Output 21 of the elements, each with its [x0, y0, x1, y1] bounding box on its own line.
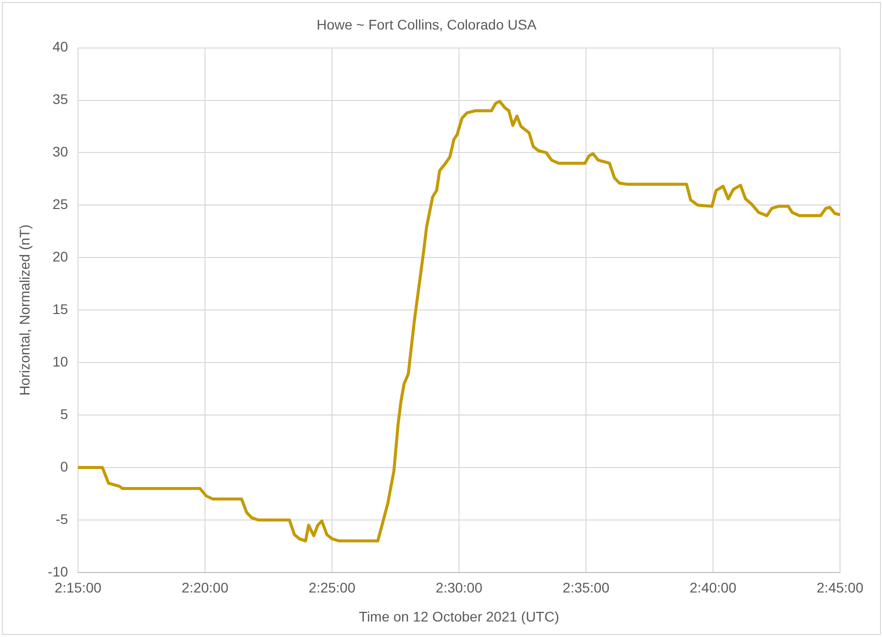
y-tick-label: 35 [52, 91, 68, 108]
x-tick-label: 2:30:00 [436, 580, 483, 596]
y-tick-label: 20 [52, 248, 68, 264]
chart-title: Howe ~ Fort Collins, Colorado USA [316, 16, 538, 32]
x-tick-label: 2:45:00 [816, 580, 864, 596]
x-tick-label: 2:40:00 [690, 580, 737, 596]
y-tick-label: 15 [52, 300, 68, 317]
y-axis-title: Horizontal, Normalized (nT) [16, 224, 32, 396]
x-axis-title: Time on 12 October 2021 (UTC) [358, 608, 560, 624]
x-tick-label: 2:25:00 [308, 580, 356, 596]
x-tick-label: 2:15:00 [54, 580, 102, 596]
y-tick-label: 0 [60, 458, 68, 474]
y-tick-label: -10 [48, 563, 68, 580]
y-tick-label: 25 [52, 196, 68, 212]
y-tick-label: -5 [56, 510, 68, 527]
x-tick-label: 2:35:00 [562, 580, 610, 596]
y-tick-label: 30 [52, 144, 68, 160]
y-tick-label: 10 [52, 353, 68, 370]
x-tick-label: 2:20:00 [182, 580, 229, 596]
y-tick-label: 40 [52, 38, 68, 55]
y-tick-label: 5 [60, 406, 68, 422]
